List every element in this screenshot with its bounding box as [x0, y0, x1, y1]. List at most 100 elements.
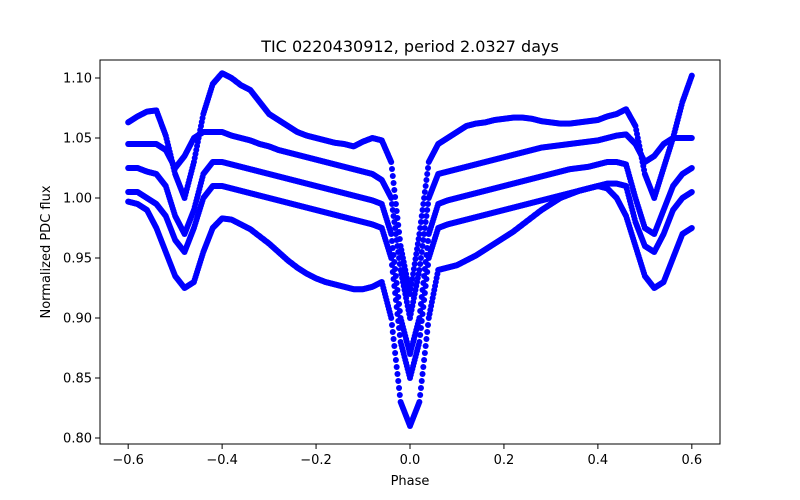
data-point — [393, 304, 400, 310]
data-point — [424, 207, 431, 213]
data-point — [422, 183, 429, 189]
data-point — [423, 276, 430, 282]
data-point — [394, 243, 401, 249]
data-point — [425, 201, 432, 207]
data-point — [425, 165, 432, 171]
data-point — [418, 318, 425, 324]
x-tick-label: −0.4 — [206, 453, 238, 468]
series-4 — [125, 183, 695, 429]
data-point — [417, 392, 424, 398]
data-point — [418, 249, 425, 255]
data-point — [411, 261, 418, 267]
data-point — [420, 237, 427, 243]
y-tick-label: 0.95 — [63, 252, 92, 267]
data-point — [421, 297, 428, 303]
y-tick-label: 1.05 — [63, 132, 92, 147]
data-point — [391, 187, 398, 193]
data-points — [125, 70, 695, 429]
data-point — [417, 219, 424, 225]
data-point — [688, 135, 695, 141]
data-point — [422, 219, 429, 225]
data-point — [388, 238, 395, 244]
data-point — [388, 195, 395, 201]
data-point — [417, 255, 424, 261]
data-point — [389, 173, 396, 179]
data-point — [415, 236, 422, 242]
data-point — [389, 207, 396, 213]
data-point — [412, 256, 419, 262]
data-point — [420, 304, 427, 310]
data-point — [390, 213, 397, 219]
data-point — [394, 371, 401, 377]
data-point — [416, 267, 423, 273]
data-point — [395, 249, 402, 255]
data-point — [417, 385, 424, 391]
data-point — [417, 325, 424, 331]
data-point — [420, 201, 427, 207]
y-tick-label: 1.10 — [63, 72, 92, 87]
data-point — [419, 243, 426, 249]
series-0 — [125, 70, 695, 297]
data-point — [391, 219, 398, 225]
data-point — [422, 343, 429, 349]
data-point — [391, 343, 398, 349]
data-point — [419, 311, 426, 317]
data-point — [418, 213, 425, 219]
x-axis-label: Phase — [391, 474, 430, 489]
data-point — [388, 201, 395, 207]
x-tick-label: 0.2 — [494, 453, 515, 468]
data-point — [422, 283, 429, 289]
data-point — [423, 177, 430, 183]
data-point — [425, 262, 432, 268]
data-point — [396, 325, 403, 331]
y-tick-label: 0.85 — [63, 372, 92, 387]
data-point — [392, 297, 399, 303]
data-point — [421, 225, 428, 231]
data-point — [417, 225, 424, 231]
data-point — [390, 336, 397, 342]
data-point — [396, 385, 403, 391]
data-point — [414, 246, 421, 252]
data-point — [396, 392, 403, 398]
data-point — [396, 332, 403, 338]
data-point — [688, 72, 695, 79]
data-point — [393, 364, 400, 370]
data-point — [388, 231, 395, 237]
x-axis-ticks: −0.6 −0.4 −0.2 0.0 0.2 0.4 0.6 — [112, 444, 702, 468]
data-point — [424, 269, 431, 275]
data-point — [421, 231, 428, 237]
data-point — [423, 336, 430, 342]
x-tick-label: 0.4 — [588, 453, 609, 468]
data-point — [425, 322, 432, 328]
data-point — [424, 329, 431, 335]
data-point — [409, 276, 416, 282]
data-point — [410, 266, 417, 272]
y-axis-ticks: 0.80 0.85 0.90 0.95 1.00 1.05 1.10 — [63, 72, 100, 447]
data-point — [414, 241, 421, 247]
data-point — [392, 231, 399, 237]
data-point — [417, 261, 424, 267]
data-point — [408, 281, 415, 287]
data-point — [388, 262, 395, 268]
data-point — [388, 255, 395, 261]
data-point — [421, 290, 428, 296]
series-2 — [125, 159, 695, 357]
data-point — [394, 311, 401, 317]
data-point — [388, 322, 395, 328]
data-point — [421, 350, 428, 356]
data-point — [416, 399, 423, 405]
data-point — [390, 180, 397, 186]
x-tick-label: −0.2 — [300, 453, 332, 468]
data-point — [417, 332, 424, 338]
data-point — [395, 318, 402, 324]
data-point — [393, 237, 400, 243]
data-point — [390, 276, 397, 282]
data-point — [388, 166, 395, 172]
data-point — [421, 195, 428, 201]
data-point — [395, 378, 402, 384]
x-tick-label: 0.0 — [400, 453, 421, 468]
chart-title: TIC 0220430912, period 2.0327 days — [260, 37, 559, 56]
data-point — [688, 225, 695, 231]
